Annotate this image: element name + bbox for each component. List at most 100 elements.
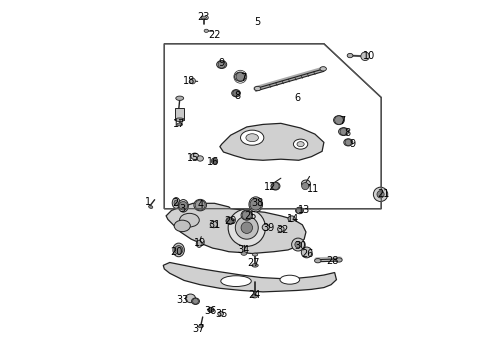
- Text: 14: 14: [287, 215, 299, 224]
- Ellipse shape: [320, 67, 326, 71]
- Circle shape: [218, 61, 225, 68]
- Text: 8: 8: [235, 91, 241, 101]
- Ellipse shape: [252, 294, 258, 298]
- Text: 9: 9: [219, 58, 225, 68]
- Circle shape: [377, 191, 384, 198]
- Ellipse shape: [176, 96, 184, 100]
- Text: 25: 25: [244, 211, 257, 221]
- Ellipse shape: [179, 213, 199, 227]
- Ellipse shape: [173, 243, 184, 257]
- Ellipse shape: [217, 60, 227, 68]
- Text: 7: 7: [339, 116, 345, 126]
- Ellipse shape: [208, 307, 214, 312]
- Text: 26: 26: [301, 248, 314, 258]
- Ellipse shape: [246, 134, 258, 141]
- Text: 7: 7: [240, 73, 246, 83]
- Ellipse shape: [232, 90, 240, 97]
- Ellipse shape: [297, 141, 304, 147]
- Text: 23: 23: [197, 12, 210, 22]
- Text: 18: 18: [183, 76, 196, 86]
- Ellipse shape: [186, 294, 196, 303]
- Text: 39: 39: [262, 224, 274, 233]
- Circle shape: [340, 128, 347, 135]
- Ellipse shape: [334, 116, 344, 125]
- Ellipse shape: [241, 210, 252, 220]
- Ellipse shape: [249, 197, 263, 212]
- Text: 17: 17: [172, 120, 185, 129]
- Text: 32: 32: [276, 225, 289, 235]
- Ellipse shape: [271, 182, 280, 190]
- Text: 28: 28: [327, 256, 339, 266]
- Ellipse shape: [218, 312, 223, 316]
- Text: 29: 29: [224, 216, 237, 226]
- Ellipse shape: [336, 258, 342, 262]
- Ellipse shape: [301, 180, 311, 187]
- Text: 1: 1: [145, 197, 151, 207]
- Ellipse shape: [178, 199, 188, 212]
- Ellipse shape: [201, 16, 207, 19]
- Text: 38: 38: [251, 198, 264, 208]
- Circle shape: [301, 247, 312, 258]
- Ellipse shape: [194, 199, 206, 211]
- Text: 5: 5: [254, 17, 261, 27]
- Ellipse shape: [339, 128, 349, 135]
- Circle shape: [302, 183, 309, 190]
- Circle shape: [193, 298, 198, 304]
- Circle shape: [228, 209, 266, 246]
- Text: 3: 3: [179, 204, 185, 214]
- Text: 27: 27: [248, 258, 260, 268]
- Ellipse shape: [252, 253, 258, 256]
- Circle shape: [233, 90, 239, 96]
- Circle shape: [236, 72, 245, 81]
- Ellipse shape: [175, 118, 184, 122]
- Polygon shape: [220, 123, 324, 160]
- Circle shape: [292, 238, 304, 251]
- Ellipse shape: [278, 226, 284, 232]
- Circle shape: [272, 183, 279, 190]
- Text: 6: 6: [294, 93, 300, 103]
- Ellipse shape: [288, 216, 295, 222]
- Ellipse shape: [210, 221, 218, 228]
- Ellipse shape: [280, 275, 300, 284]
- Text: 16: 16: [207, 157, 219, 167]
- Ellipse shape: [347, 53, 353, 58]
- Ellipse shape: [192, 298, 199, 305]
- Ellipse shape: [315, 258, 321, 263]
- Text: 11: 11: [307, 184, 319, 194]
- Ellipse shape: [295, 207, 303, 214]
- Ellipse shape: [174, 220, 190, 231]
- Circle shape: [208, 307, 214, 312]
- Ellipse shape: [226, 217, 234, 225]
- Circle shape: [345, 139, 351, 145]
- Circle shape: [335, 116, 343, 125]
- Circle shape: [241, 222, 252, 233]
- Circle shape: [190, 78, 196, 84]
- Circle shape: [174, 246, 183, 254]
- Ellipse shape: [254, 86, 261, 91]
- Ellipse shape: [197, 156, 203, 161]
- Text: 37: 37: [192, 324, 204, 334]
- Ellipse shape: [235, 72, 246, 81]
- Ellipse shape: [204, 29, 208, 32]
- Circle shape: [211, 158, 218, 164]
- Text: 35: 35: [216, 310, 228, 319]
- Ellipse shape: [241, 130, 264, 145]
- Circle shape: [227, 218, 233, 224]
- Circle shape: [179, 202, 188, 210]
- Ellipse shape: [174, 200, 178, 206]
- Circle shape: [296, 207, 303, 214]
- Circle shape: [295, 241, 301, 248]
- Ellipse shape: [294, 139, 308, 149]
- Text: 19: 19: [194, 238, 206, 248]
- Circle shape: [250, 199, 262, 210]
- Text: 31: 31: [208, 220, 220, 230]
- Text: 36: 36: [205, 306, 217, 316]
- Text: 22: 22: [208, 30, 221, 40]
- Text: 33: 33: [176, 295, 188, 305]
- Ellipse shape: [148, 205, 153, 208]
- Text: 24: 24: [248, 290, 260, 300]
- Ellipse shape: [191, 153, 199, 159]
- Text: 21: 21: [377, 189, 389, 199]
- Polygon shape: [164, 44, 381, 209]
- Circle shape: [373, 187, 388, 202]
